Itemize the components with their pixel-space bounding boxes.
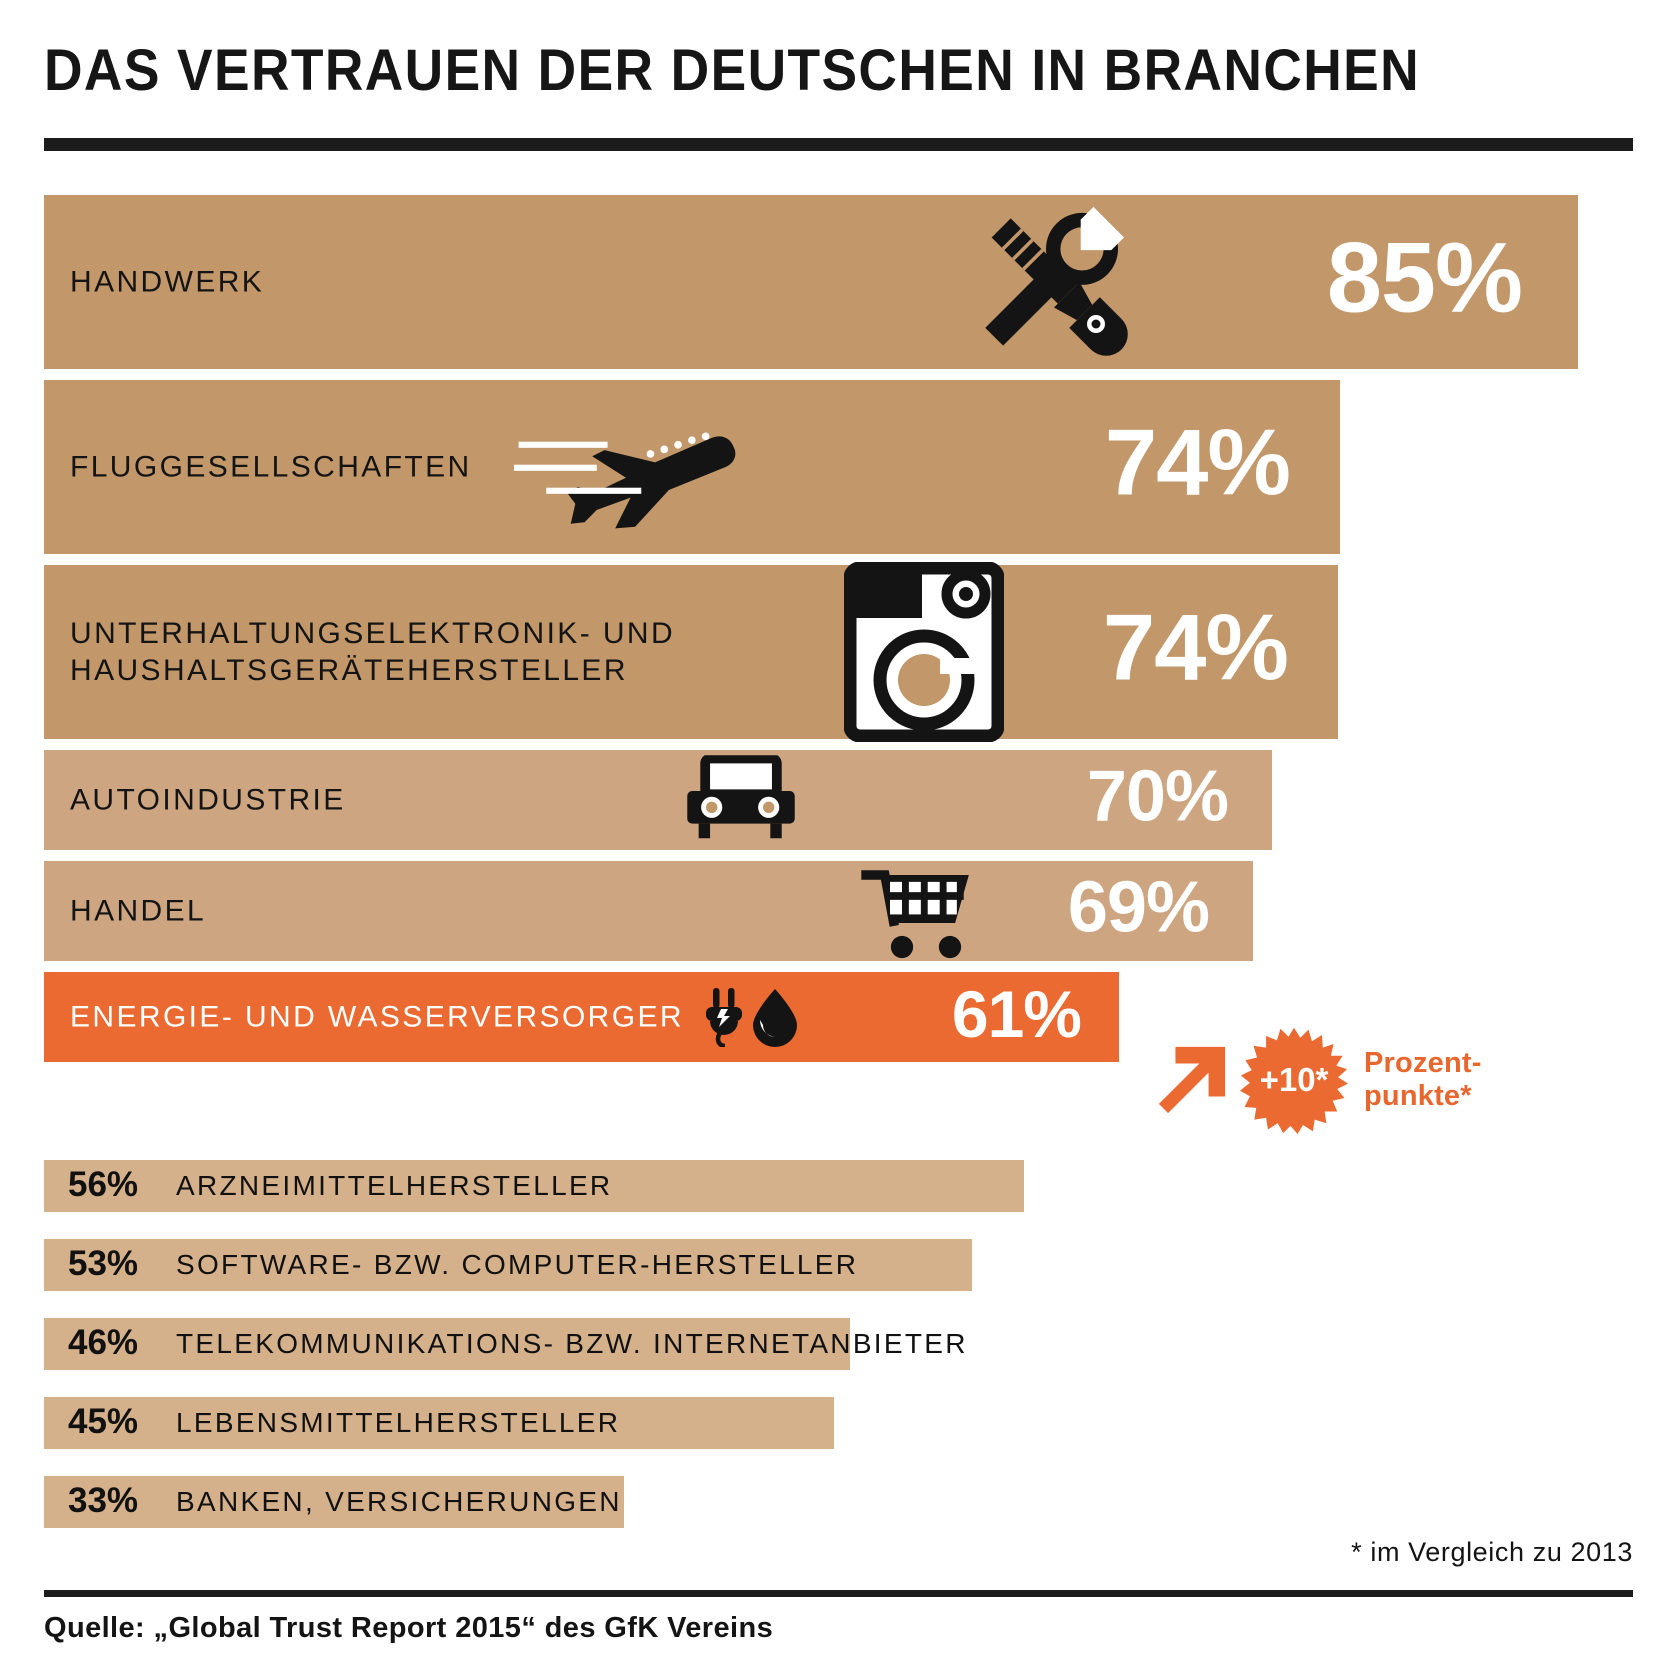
bar-row: ENERGIE- UND WASSERVERSORGER 61%: [44, 972, 1633, 1062]
bar-row: AUTOINDUSTRIE 70%: [44, 750, 1633, 850]
bar-fill: HANDEL 69%: [44, 861, 1253, 961]
bar-fill: AUTOINDUSTRIE 70%: [44, 750, 1272, 850]
badge-note-line1: Prozent-: [1364, 1047, 1482, 1079]
wrench-screwdriver-icon: [964, 192, 1144, 372]
small-bar-value: 53%: [68, 1244, 139, 1284]
starburst-shape-icon: [1240, 1027, 1348, 1134]
bar-value-label: 69%: [1067, 867, 1210, 948]
bar-row: FLUGGESELLSCHAFTEN 74%: [44, 380, 1633, 554]
small-bars-group: 56% ARZNEIMITTELHERSTELLER 53% SOFTWARE- BZ…: [44, 1160, 1633, 1555]
bar-row: UNTERHALTUNGSELEKTRONIK- UND HAUSHALTSGE…: [44, 562, 1633, 742]
bar-value-label: 85%: [1326, 221, 1523, 333]
title-divider: [44, 138, 1633, 151]
small-bar-fill: [44, 1160, 1024, 1212]
source-note: Quelle: „Global Trust Report 2015“ des G…: [44, 1612, 774, 1644]
bar-row: HANDWERK 85%: [44, 195, 1633, 369]
bar-value-label: 70%: [1086, 756, 1229, 837]
small-bar-value: 45%: [68, 1402, 139, 1442]
badge-value: +10*: [1259, 1061, 1329, 1098]
small-bar-value: 46%: [68, 1323, 139, 1363]
small-bar-label: BANKEN, VERSICHERUNGEN: [176, 1486, 622, 1517]
small-bar-fill: [44, 1476, 624, 1528]
small-bar-label: TELEKOMMUNIKATIONS- BZW. INTERNETANBIETE…: [176, 1328, 968, 1359]
plug-waterdrop-icon: [699, 987, 809, 1047]
bar-value-label: 74%: [1104, 409, 1291, 515]
small-bar-label: LEBENSMITTELHERSTELLER: [176, 1407, 621, 1438]
arrow-up-right-icon: [1158, 1046, 1226, 1114]
small-bar-row: 45% LEBENSMITTELHERSTELLER: [44, 1397, 1633, 1449]
big-bars-group: HANDWERK 85% FLUGGESELLSCHAFTEN 74% UNTERH…: [44, 195, 1633, 1073]
small-bar-row: 53% SOFTWARE- BZW. COMPUTER-HERSTELLER: [44, 1239, 1633, 1291]
page-title: DAS VERTRAUEN DER DEUTSCHEN IN BRANCHEN: [44, 38, 1421, 103]
small-bar-value: 33%: [68, 1481, 139, 1521]
small-bar-fill: [44, 1318, 850, 1370]
bar-fill: ENERGIE- UND WASSERVERSORGER 61%: [44, 972, 1119, 1062]
small-bar-value: 56%: [68, 1165, 139, 1205]
bar-value-label: 61%: [951, 976, 1082, 1051]
small-bar-fill: [44, 1397, 834, 1449]
small-bar-row: 33% BANKEN, VERSICHERUNGEN: [44, 1476, 1633, 1528]
bar-category-label: FLUGGESELLSCHAFTEN: [70, 450, 472, 484]
bar-value-label: 74%: [1102, 594, 1289, 700]
washing-machine-icon: [844, 562, 1004, 742]
small-bar-label: ARZNEIMITTELHERSTELLER: [176, 1170, 613, 1201]
bar-category-label: HANDEL: [70, 894, 207, 928]
small-bar-row: 46% TELEKOMMUNIKATIONS- BZW. INTERNETANBI…: [44, 1318, 1633, 1370]
footnote: * im Vergleich zu 2013: [1351, 1537, 1633, 1567]
small-bar-fill: [44, 1239, 972, 1291]
bar-fill: FLUGGESELLSCHAFTEN 74%: [44, 380, 1340, 554]
car-icon: [684, 755, 798, 845]
bar-category-label: HANDWERK: [70, 265, 265, 299]
bar-fill: UNTERHALTUNGSELEKTRONIK- UND HAUSHALTSGE…: [44, 565, 1338, 739]
badge-note-line2: punkte*: [1364, 1080, 1472, 1112]
footer-divider: [44, 1590, 1633, 1597]
small-bar-label: SOFTWARE- BZW. COMPUTER-HERSTELLER: [176, 1249, 859, 1280]
badge-note: Prozent- punkte*: [1364, 1047, 1482, 1113]
bar-category-label: ENERGIE- UND WASSERVERSORGER: [70, 1000, 684, 1034]
bar-row: HANDEL 69%: [44, 861, 1633, 961]
airplane-icon: [514, 402, 744, 532]
bar-category-label: AUTOINDUSTRIE: [70, 783, 346, 817]
bar-category-label: UNTERHALTUNGSELEKTRONIK- UND HAUSHALTSGE…: [70, 617, 676, 687]
change-badge-group: +10* Prozent- punkte*: [1240, 1021, 1482, 1139]
starburst-badge: +10*: [1240, 1026, 1348, 1134]
bar-fill: HANDWERK 85%: [44, 195, 1578, 369]
small-bar-row: 56% ARZNEIMITTELHERSTELLER: [44, 1160, 1633, 1212]
shopping-cart-icon: [854, 860, 974, 963]
